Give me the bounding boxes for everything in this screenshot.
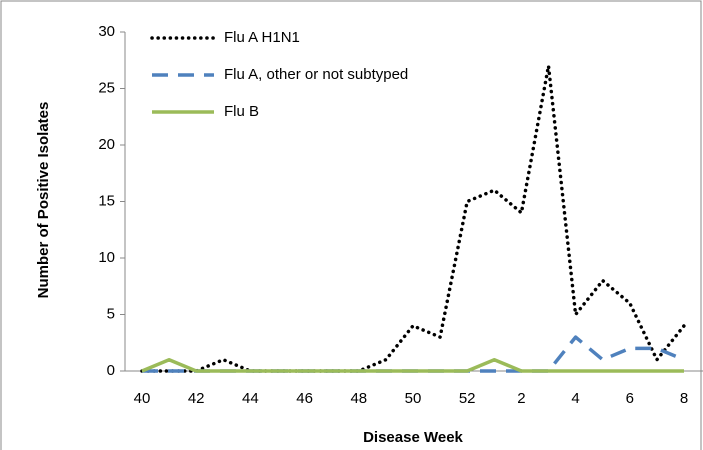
x-tick-label: 44 (242, 390, 259, 407)
x-tick-label: 50 (405, 390, 422, 407)
series-line (141, 357, 684, 373)
x-tick-label: 52 (459, 390, 476, 407)
y-tick-label: 25 (98, 79, 115, 96)
x-axis-title: Disease Week (363, 429, 463, 446)
x-tick-label: 2 (517, 390, 525, 407)
y-tick-label: 30 (98, 23, 115, 40)
x-tick-label: 42 (188, 390, 205, 407)
x-tick-label: 40 (134, 390, 151, 407)
y-tick-label: 20 (98, 136, 115, 153)
series-line (142, 335, 685, 373)
y-tick-label: 10 (98, 249, 115, 266)
y-axis-title: Number of Positive Isolates (35, 102, 52, 299)
y-tick-label: 0 (107, 362, 115, 379)
legend-label: Flu A, other or not subtyped (224, 66, 408, 83)
x-tick-label: 46 (296, 390, 313, 407)
x-tick-label: 4 (571, 390, 579, 407)
y-tick-label: 5 (107, 305, 115, 322)
x-tick-label: 48 (350, 390, 367, 407)
y-tick-label: 15 (98, 192, 115, 209)
legend-label: Flu A H1N1 (224, 29, 300, 46)
x-tick-label: 6 (626, 390, 634, 407)
x-tick-label: 8 (680, 390, 688, 407)
legend-label: Flu B (224, 103, 259, 120)
series-line (140, 64, 686, 373)
